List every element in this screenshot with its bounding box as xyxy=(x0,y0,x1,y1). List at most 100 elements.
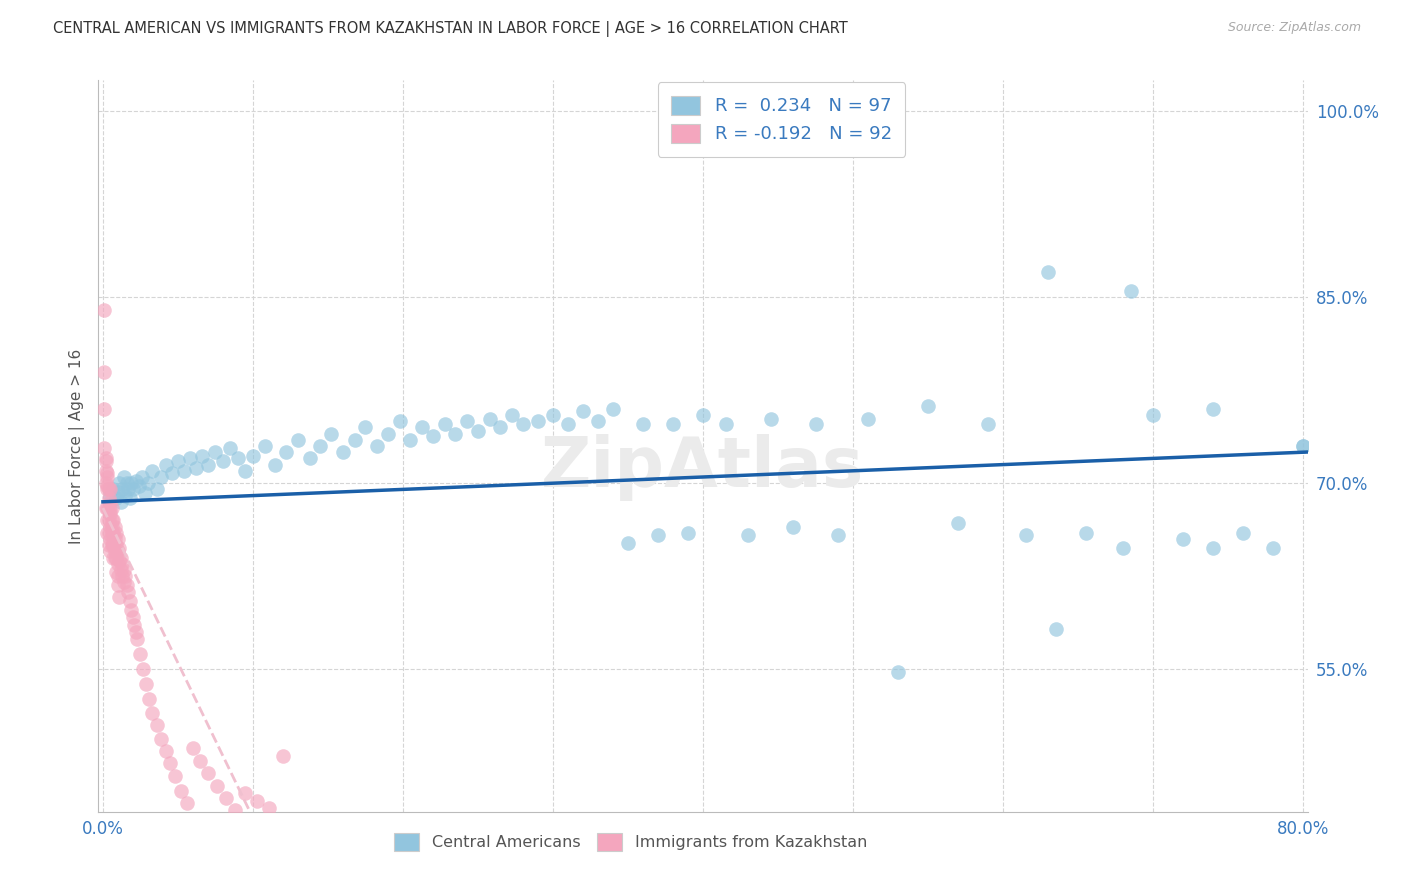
Point xyxy=(100,544,122,558)
Point xyxy=(96,525,118,540)
Point xyxy=(714,417,737,431)
Point xyxy=(1261,541,1284,555)
Point xyxy=(662,417,685,431)
Point xyxy=(125,474,148,488)
Point xyxy=(253,439,276,453)
Point xyxy=(101,513,124,527)
Point xyxy=(93,365,115,379)
Point xyxy=(298,451,321,466)
Point xyxy=(146,483,169,497)
Point xyxy=(176,796,198,810)
Point xyxy=(1074,525,1097,540)
Point xyxy=(103,513,125,527)
Point xyxy=(108,476,131,491)
Point xyxy=(512,417,534,431)
Point xyxy=(97,525,120,540)
Point xyxy=(112,563,135,577)
Point xyxy=(94,464,117,478)
Point xyxy=(159,756,181,771)
Point xyxy=(197,458,219,472)
Point xyxy=(112,575,135,590)
Point xyxy=(150,470,173,484)
Point xyxy=(96,513,118,527)
Point xyxy=(96,467,118,481)
Point xyxy=(631,417,654,431)
Point xyxy=(110,550,132,565)
Point xyxy=(433,417,456,431)
Point xyxy=(1202,541,1225,555)
Point xyxy=(108,553,131,567)
Point xyxy=(602,401,624,416)
Point xyxy=(103,550,125,565)
Point xyxy=(804,417,827,431)
Point xyxy=(647,528,669,542)
Point xyxy=(100,503,122,517)
Point xyxy=(399,433,422,447)
Point xyxy=(108,541,131,555)
Point xyxy=(118,491,141,505)
Point xyxy=(1045,623,1067,637)
Point xyxy=(114,489,136,503)
Point xyxy=(97,483,120,497)
Point xyxy=(107,578,129,592)
Point xyxy=(167,454,190,468)
Point xyxy=(94,476,117,491)
Point xyxy=(759,411,782,425)
Point xyxy=(572,404,595,418)
Point xyxy=(422,429,444,443)
Point xyxy=(107,569,129,583)
Point xyxy=(456,414,478,428)
Point xyxy=(1036,265,1059,279)
Point xyxy=(264,458,287,472)
Point xyxy=(115,578,138,592)
Point xyxy=(977,417,1000,431)
Point xyxy=(103,483,125,497)
Point xyxy=(104,519,127,533)
Point xyxy=(259,801,281,815)
Point xyxy=(1014,528,1036,542)
Point xyxy=(94,500,117,515)
Point xyxy=(541,408,564,422)
Point xyxy=(242,449,264,463)
Point xyxy=(205,779,228,793)
Point xyxy=(103,525,125,540)
Point xyxy=(1292,439,1315,453)
Point xyxy=(309,439,332,453)
Point xyxy=(103,535,125,549)
Point xyxy=(128,478,150,492)
Point xyxy=(1119,284,1142,298)
Legend: Central Americans, Immigrants from Kazakhstan: Central Americans, Immigrants from Kazak… xyxy=(385,825,876,859)
Point xyxy=(107,544,129,558)
Point xyxy=(97,500,120,515)
Point xyxy=(354,420,377,434)
Point xyxy=(146,718,169,732)
Point xyxy=(246,793,269,807)
Point xyxy=(917,400,939,414)
Point xyxy=(235,786,257,800)
Point xyxy=(96,483,118,497)
Point xyxy=(96,500,118,515)
Point xyxy=(110,563,132,577)
Point xyxy=(287,433,309,447)
Point xyxy=(163,769,186,783)
Point xyxy=(100,519,122,533)
Point xyxy=(100,483,122,497)
Point xyxy=(93,401,115,416)
Point xyxy=(100,507,122,521)
Point xyxy=(120,602,142,616)
Point xyxy=(101,525,124,540)
Point xyxy=(107,532,129,546)
Point xyxy=(173,464,195,478)
Point xyxy=(112,470,135,484)
Point xyxy=(319,426,342,441)
Point xyxy=(141,464,163,478)
Point xyxy=(104,550,127,565)
Point xyxy=(93,442,115,456)
Point xyxy=(527,414,550,428)
Point xyxy=(132,662,155,676)
Point xyxy=(215,791,238,805)
Point xyxy=(127,632,149,647)
Point xyxy=(129,647,152,661)
Point xyxy=(366,439,388,453)
Point xyxy=(782,519,804,533)
